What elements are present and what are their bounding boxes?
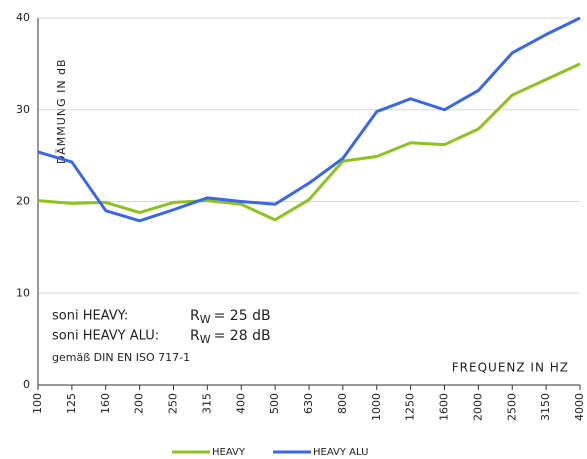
x-tick-label: 250 [167,393,180,414]
y-tick-label: 40 [16,11,30,24]
annotation-formula: RW = 25 dB [190,308,271,326]
x-tick-label: 125 [65,393,78,414]
symbol: R [190,308,200,324]
annotation-name: soni HEAVY ALU: [52,329,159,344]
x-axis-label: FREQUENZ IN HZ [452,361,569,375]
annotation-name: soni HEAVY: [52,309,128,324]
y-tick-label: 20 [16,195,30,208]
x-tick-label: 1250 [404,393,417,421]
annotation-formula: RW = 28 dB [190,328,271,346]
note: gemäß DIN EN ISO 717-1 [52,351,190,364]
x-tick-label: 160 [99,393,112,414]
y-tick-label: 0 [23,378,30,391]
x-tick-label: 315 [200,393,213,414]
subscript: W [200,333,211,346]
x-tick-label: 1600 [438,393,451,421]
x-tick-label: 2500 [505,393,518,421]
x-tick-label: 800 [336,393,349,414]
y-axis-label: DÄMMUNG IN dB [55,58,68,164]
x-tick-label: 4000 [573,393,586,421]
y-tick-label: 30 [16,103,30,116]
rating: = 25 dB [214,308,271,324]
subscript: W [200,313,211,326]
x-tick-label: 100 [31,393,44,414]
legend-label: HEAVY ALU [313,447,368,458]
legend-label: HEAVY [212,447,246,458]
symbol: R [190,328,200,344]
y-tick-label: 10 [16,286,30,299]
series-line [37,16,581,223]
rating: = 28 dB [214,328,271,344]
series-line [37,62,581,222]
x-tick-label: 500 [268,393,281,414]
x-tick-label: 1000 [370,393,383,421]
x-tick-label: 630 [302,393,315,414]
x-tick-label: 200 [133,393,146,414]
x-tick-label: 3150 [539,393,552,421]
x-tick-label: 2000 [471,393,484,421]
x-tick-label: 400 [234,393,247,414]
